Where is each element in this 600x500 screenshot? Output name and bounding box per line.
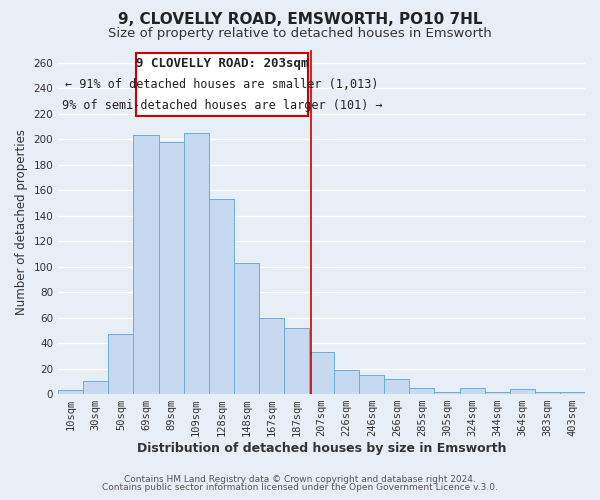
Bar	[109, 334, 133, 394]
Text: Size of property relative to detached houses in Emsworth: Size of property relative to detached ho…	[108, 28, 492, 40]
Bar	[409, 388, 434, 394]
Bar	[560, 392, 585, 394]
Text: 9, CLOVELLY ROAD, EMSWORTH, PO10 7HL: 9, CLOVELLY ROAD, EMSWORTH, PO10 7HL	[118, 12, 482, 28]
Y-axis label: Number of detached properties: Number of detached properties	[15, 129, 28, 315]
Bar	[535, 392, 560, 394]
Bar	[359, 375, 385, 394]
Bar	[209, 199, 234, 394]
Text: Contains public sector information licensed under the Open Government Licence v.: Contains public sector information licen…	[102, 484, 498, 492]
Bar	[259, 318, 284, 394]
Bar	[158, 142, 184, 394]
Text: ← 91% of detached houses are smaller (1,013): ← 91% of detached houses are smaller (1,…	[65, 78, 379, 91]
Bar	[184, 133, 209, 394]
Bar	[136, 52, 308, 116]
Bar	[510, 389, 535, 394]
Bar	[284, 328, 309, 394]
Bar	[133, 136, 158, 394]
Bar	[334, 370, 359, 394]
Bar	[234, 263, 259, 394]
Text: Contains HM Land Registry data © Crown copyright and database right 2024.: Contains HM Land Registry data © Crown c…	[124, 475, 476, 484]
Bar	[485, 392, 510, 394]
Bar	[58, 390, 83, 394]
Bar	[385, 379, 409, 394]
X-axis label: Distribution of detached houses by size in Emsworth: Distribution of detached houses by size …	[137, 442, 506, 455]
Bar	[309, 352, 334, 394]
Bar	[434, 392, 460, 394]
Text: 9 CLOVELLY ROAD: 203sqm: 9 CLOVELLY ROAD: 203sqm	[136, 57, 308, 70]
Text: 9% of semi-detached houses are larger (101) →: 9% of semi-detached houses are larger (1…	[62, 99, 382, 112]
Bar	[460, 388, 485, 394]
Bar	[83, 382, 109, 394]
